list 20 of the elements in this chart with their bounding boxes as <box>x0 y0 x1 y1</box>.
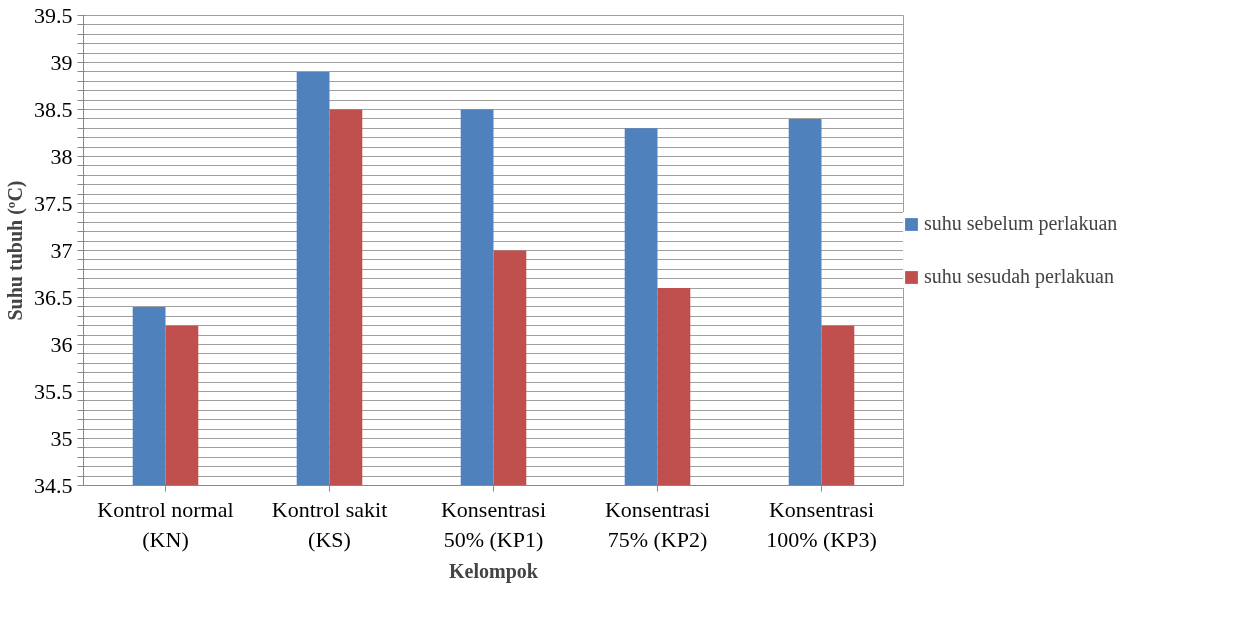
y-tick-label: 38 <box>50 143 73 169</box>
y-tick-label: 39 <box>50 49 73 75</box>
y-tick-label: 34.5 <box>34 472 73 498</box>
x-tick-label: Konsentrasi 75% (KP2) <box>604 496 711 552</box>
y-axis-title: Suhu tubuh (ºC) <box>4 180 27 321</box>
x-tick-label: Konsentrasi 100% (KP3) <box>766 496 877 552</box>
legend-label: suhu sebelum perlakuan <box>924 212 1118 235</box>
y-tick-label: 38.5 <box>34 96 73 122</box>
y-tick-label: 36 <box>50 331 73 357</box>
y-tick-label: 36.5 <box>34 284 73 310</box>
y-tick-label: 35.5 <box>34 378 73 404</box>
x-axis-title: Kelompok <box>449 559 539 583</box>
y-tick-label: 37.5 <box>34 190 73 216</box>
x-tick-label: Kontrol normal (KN) <box>97 496 234 552</box>
x-tick-label: Kontrol sakit (KS) <box>271 496 388 552</box>
y-tick-label: 35 <box>50 425 73 451</box>
legend-label: suhu sesudah perlakuan <box>924 265 1114 288</box>
y-tick-label: 39.5 <box>34 2 73 28</box>
y-tick-label: 37 <box>50 237 73 263</box>
x-tick-label: Konsentrasi 50% (KP1) <box>440 496 547 552</box>
